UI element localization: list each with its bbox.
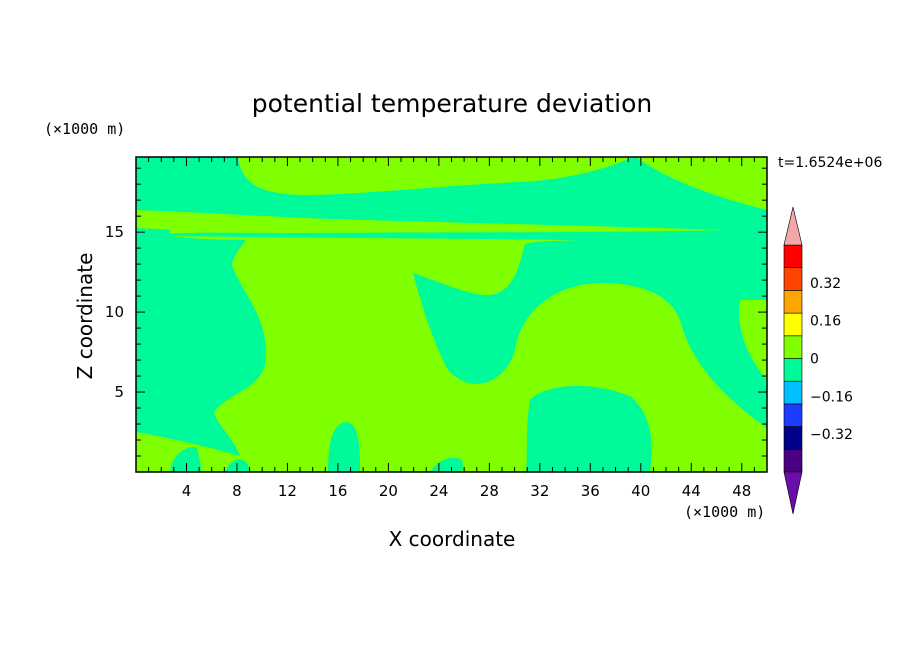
y-axis-label: Z coordinate <box>73 253 97 380</box>
x-tick-label: 40 <box>631 482 650 500</box>
x-axis-label: X coordinate <box>389 527 516 551</box>
x-tick-label: 28 <box>480 482 499 500</box>
x-tick-label: 4 <box>182 482 192 500</box>
colorbar-bin <box>783 312 803 337</box>
time-label: t=1.6524e+06 <box>778 155 882 171</box>
colorbar-under-triangle <box>783 471 803 515</box>
x-tick-label: 36 <box>581 482 600 500</box>
colorbar-bin <box>783 426 803 450</box>
colorbar-bin <box>783 358 803 382</box>
contour-region-top-band <box>238 157 633 195</box>
x-tick-label: 16 <box>328 482 347 500</box>
x-tick-label: 32 <box>530 482 549 500</box>
y-tick-label: 10 <box>105 303 124 321</box>
contour-region-right-edge <box>739 300 767 380</box>
y-tick-label: 15 <box>105 223 124 241</box>
colorbar-over-triangle <box>783 206 803 246</box>
colorbar-bin <box>783 403 803 427</box>
colorbar-tick-label: 0.32 <box>810 276 841 292</box>
colorbar-tick-label: −0.16 <box>810 389 853 405</box>
plot-area <box>135 156 768 473</box>
colorbar-bin <box>783 244 803 269</box>
y-unit-label: (×1000 m) <box>44 120 125 138</box>
contour-pocket-x9 <box>225 459 250 472</box>
y-tick-label: 5 <box>114 383 124 401</box>
colorbar-tick-label: −0.32 <box>810 427 853 443</box>
colorbar-tick-label: 0.16 <box>810 314 841 330</box>
colorbar: 0.32 0.16 0 −0.16 −0.32 <box>783 206 853 515</box>
positive-contour-regions <box>136 157 767 472</box>
x-axis-ticks: 4 8 12 16 20 24 28 32 36 40 44 48 <box>148 157 755 500</box>
x-tick-label: 44 <box>682 482 701 500</box>
colorbar-bin <box>783 380 803 405</box>
x-tick-label: 8 <box>232 482 242 500</box>
negative-contour-pockets <box>170 422 463 472</box>
colorbar-bin <box>783 448 803 473</box>
x-tick-label: 20 <box>379 482 398 500</box>
colorbar-bin <box>783 290 803 314</box>
y-axis-ticks: 5 10 15 <box>105 167 767 457</box>
contour-region-main-body <box>136 236 767 472</box>
contour-pocket-x4 <box>170 446 202 472</box>
chart-title: potential temperature deviation <box>252 89 652 118</box>
x-tick-label: 12 <box>278 482 297 500</box>
colorbar-tick-label: 0 <box>810 352 819 368</box>
x-tick-label: 48 <box>732 482 751 500</box>
contour-pocket-x26 <box>430 457 463 472</box>
contour-region-top-right <box>636 157 767 210</box>
colorbar-bin <box>783 267 803 291</box>
colorbar-bin <box>783 335 803 359</box>
contour-pocket-x16 <box>328 422 360 472</box>
x-tick-label: 24 <box>429 482 448 500</box>
x-unit-label: (×1000 m) <box>684 503 765 521</box>
contour-region-band-15km <box>136 210 726 234</box>
